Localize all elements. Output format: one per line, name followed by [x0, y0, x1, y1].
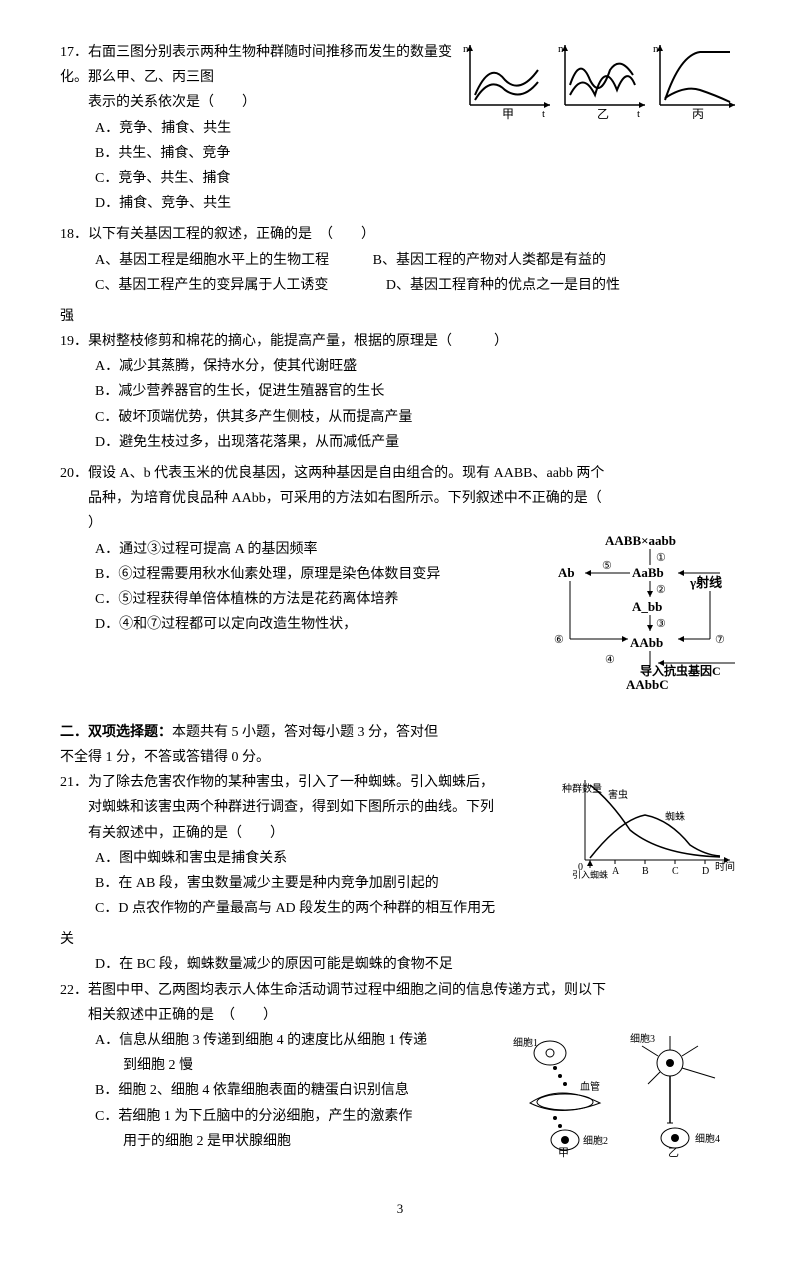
q22-num: 22． — [60, 983, 88, 998]
q18-option-a: A、基因工程是细胞水平上的生物工程 — [95, 253, 329, 268]
q18-option-b: B、基因工程的产物对人类都是有益的 — [373, 253, 606, 268]
svg-text:n: n — [653, 43, 659, 55]
svg-text:③: ③ — [656, 618, 666, 630]
svg-text:AAbbC: AAbbC — [626, 677, 669, 691]
svg-text:血管: 血管 — [580, 1080, 600, 1093]
svg-text:细胞3: 细胞3 — [630, 1032, 655, 1045]
svg-text:AABB×aabb: AABB×aabb — [605, 533, 676, 548]
axis-n: n — [463, 43, 469, 55]
q17-option-d: D．捕食、竞争、共生 — [95, 191, 740, 216]
svg-text:⑤: ⑤ — [602, 560, 612, 572]
q19-option-c: C．破坏顶端优势，供其多产生侧枝，从而提高产量 — [95, 405, 740, 430]
q21-stem1: 为了除去危害农作物的某种害虫，引入了一种蜘蛛。引入蜘蛛后， — [88, 775, 494, 790]
question-22: 22．若图中甲、乙两图均表示人体生命活动调节过程中细胞之间的信息传递方式，则以下… — [60, 978, 740, 1168]
svg-text:时间: 时间 — [715, 860, 735, 873]
q21-option-c: C．D 点农作物的产量最高与 AD 段发生的两个种群的相互作用无 — [95, 896, 740, 921]
svg-text:D: D — [702, 866, 709, 877]
section-2-header: 二．双项选择题：本题共有 5 小题，答对每小题 3 分，答对但 — [60, 720, 740, 745]
svg-text:细胞4: 细胞4 — [695, 1132, 720, 1145]
svg-text:甲: 甲 — [558, 1147, 569, 1158]
q20-figure: AABB×aabb ① AaBb ⑤ Ab γ射线 ② A_bb ③ — [540, 531, 740, 700]
q19-option-a: A．减少其蒸腾，保持水分，使其代谢旺盛 — [95, 354, 740, 379]
q19-option-b: B．减少营养器官的生长，促进生殖器官的生长 — [95, 379, 740, 404]
q17-option-b: B．共生、捕食、竞争 — [95, 141, 740, 166]
svg-text:B: B — [642, 866, 649, 877]
svg-text:乙: 乙 — [668, 1146, 679, 1158]
svg-text:Ab: Ab — [558, 565, 575, 580]
svg-text:乙: 乙 — [597, 107, 609, 120]
page-number: 3 — [60, 1197, 740, 1220]
svg-text:种群数量: 种群数量 — [562, 782, 602, 795]
svg-text:A_bb: A_bb — [632, 599, 662, 614]
section-2-title: 二．双项选择题： — [60, 725, 172, 740]
svg-text:细胞1: 细胞1 — [513, 1036, 538, 1049]
svg-text:⑦: ⑦ — [715, 634, 725, 646]
svg-text:A: A — [612, 866, 620, 877]
question-20: 20．假设 A、b 代表玉米的优良基因，这两种基因是自由组合的。现有 AABB、… — [60, 461, 740, 700]
svg-text:γ射线: γ射线 — [689, 575, 722, 590]
q18-tail: 强 — [60, 304, 740, 329]
q18-num: 18． — [60, 227, 88, 242]
q20-num: 20． — [60, 466, 88, 481]
q19-stem: 果树整枝修剪和棉花的摘心，能提高产量，根据的原理是（ ） — [88, 334, 508, 349]
question-19: 19．果树整枝修剪和棉花的摘心，能提高产量，根据的原理是（ ） A．减少其蒸腾，… — [60, 329, 740, 455]
q17-option-c: C．竞争、共生、捕食 — [95, 166, 740, 191]
svg-text:t: t — [637, 108, 640, 120]
svg-text:AaBb: AaBb — [632, 565, 664, 580]
section-2-b1: 本题共有 5 小题，答对每小题 3 分，答对但 — [172, 725, 438, 740]
question-17: n t 甲 n t 乙 — [60, 40, 740, 216]
q20-stem1: 假设 A、b 代表玉米的优良基因，这两种基因是自由组合的。现有 AABB、aab… — [88, 466, 604, 481]
q21-num: 21． — [60, 775, 88, 790]
q22-figure: 细胞1 血管 细胞2 甲 细胞3 细胞4 乙 — [510, 1028, 740, 1167]
question-21: 种群数量 害虫 蜘蛛 0 A B C D 时间 引入蜘蛛 21．为了除去危害农作… — [60, 770, 740, 921]
question-18: 18．以下有关基因工程的叙述，正确的是 （ ） A、基因工程是细胞水平上的生物工… — [60, 222, 740, 298]
svg-text:C: C — [672, 866, 679, 877]
panel-label: 甲 — [502, 107, 514, 120]
svg-text:害虫: 害虫 — [608, 788, 628, 801]
q18-option-d: D、基因工程育种的优点之一是目的性 — [386, 278, 620, 293]
q20-stem2: 品种，为培育优良品种 AAbb，可采用的方法如右图所示。下列叙述中不正确的是（ — [60, 486, 740, 511]
svg-text:n: n — [558, 43, 564, 55]
svg-text:④: ④ — [605, 654, 615, 666]
q21-tail: 关 — [60, 927, 740, 952]
svg-text:导入抗虫基因C: 导入抗虫基因C — [640, 663, 721, 678]
svg-text:AAbb: AAbb — [630, 635, 663, 650]
svg-text:细胞2: 细胞2 — [583, 1134, 608, 1147]
svg-text:①: ① — [656, 552, 666, 564]
svg-text:⑥: ⑥ — [554, 634, 564, 646]
q21-option-d: D．在 BC 段，蜘蛛数量减少的原因可能是蜘蛛的食物不足 — [95, 952, 740, 977]
q19-option-d: D．避免生枝过多，出现落花落果，从而减低产量 — [95, 430, 740, 455]
q22-stem2: 相关叙述中正确的是 （ ） — [60, 1003, 740, 1028]
q21-figure: 种群数量 害虫 蜘蛛 0 A B C D 时间 引入蜘蛛 — [560, 770, 740, 889]
q18-stem: 以下有关基因工程的叙述，正确的是 （ ） — [88, 227, 375, 242]
svg-text:丙: 丙 — [692, 107, 704, 120]
q19-num: 19． — [60, 334, 88, 349]
q17-stem1: 右面三图分别表示两种生物种群随时间推移而发生的数量变化。那么甲、乙、丙三图 — [60, 45, 452, 85]
q18-option-c: C、基因工程产生的变异属于人工诱变 — [95, 278, 328, 293]
q17-num: 17． — [60, 45, 88, 60]
axis-t: t — [542, 108, 545, 120]
svg-text:引入蜘蛛: 引入蜘蛛 — [572, 869, 608, 880]
q17-figure: n t 甲 n t 乙 — [460, 40, 740, 129]
svg-text:②: ② — [656, 584, 666, 596]
q22-stem1: 若图中甲、乙两图均表示人体生命活动调节过程中细胞之间的信息传递方式，则以下 — [88, 983, 606, 998]
section-2-b2: 不全得 1 分，不答或答错得 0 分。 — [60, 745, 740, 770]
svg-text:蜘蛛: 蜘蛛 — [665, 810, 685, 823]
